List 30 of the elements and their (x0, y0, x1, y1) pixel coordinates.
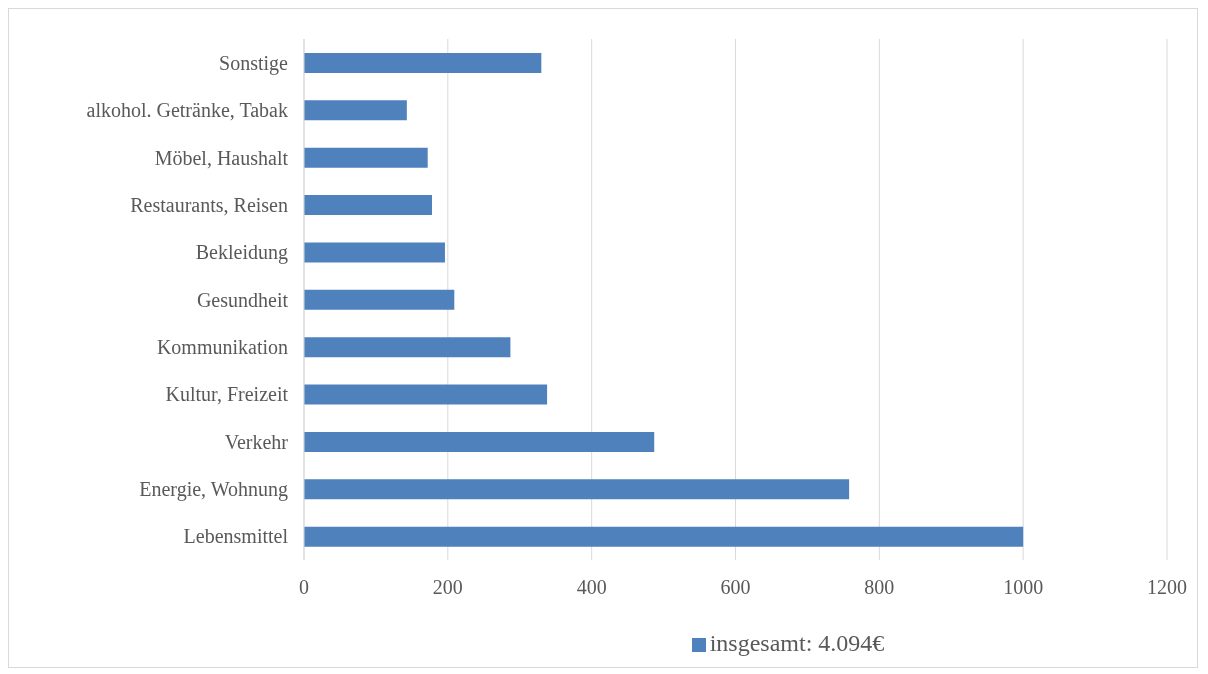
bar (304, 147, 428, 168)
bar (304, 289, 455, 310)
bar (304, 337, 511, 358)
y-tick-label: Energie, Wohnung (139, 478, 288, 502)
bar (304, 431, 655, 452)
legend-label: insgesamt: 4.094€ (709, 630, 885, 656)
bar (304, 526, 1024, 547)
y-tick-label: Sonstige (219, 51, 289, 75)
bar (304, 384, 548, 405)
x-tick-label: 1200 (1147, 576, 1187, 599)
bar (304, 242, 445, 263)
bar (304, 195, 433, 216)
x-tick-label: 400 (576, 576, 607, 599)
y-tick-label: alkohol. Getränke, Tabak (86, 99, 288, 122)
y-tick-label: Kultur, Freizeit (165, 383, 289, 406)
x-tick-label: 1000 (1003, 576, 1044, 599)
x-tick-label: 0 (299, 576, 309, 599)
bar (304, 100, 407, 121)
bar (304, 53, 542, 73)
y-tick-label: Restaurants, Reisen (130, 193, 288, 216)
y-tick-label: Gesundheit (196, 288, 289, 311)
y-tick-label: Möbel, Haushalt (154, 146, 289, 169)
x-tick-label: 600 (720, 576, 751, 599)
x-tick-label: 200 (432, 576, 463, 599)
y-tick-label: Kommunikation (156, 335, 288, 358)
x-tick-label: 800 (864, 576, 895, 599)
bar (304, 479, 850, 500)
y-tick-label: Lebensmittel (183, 525, 289, 548)
y-tick-label: Verkehr (224, 430, 289, 453)
y-tick-label: Bekleidung (195, 241, 288, 265)
